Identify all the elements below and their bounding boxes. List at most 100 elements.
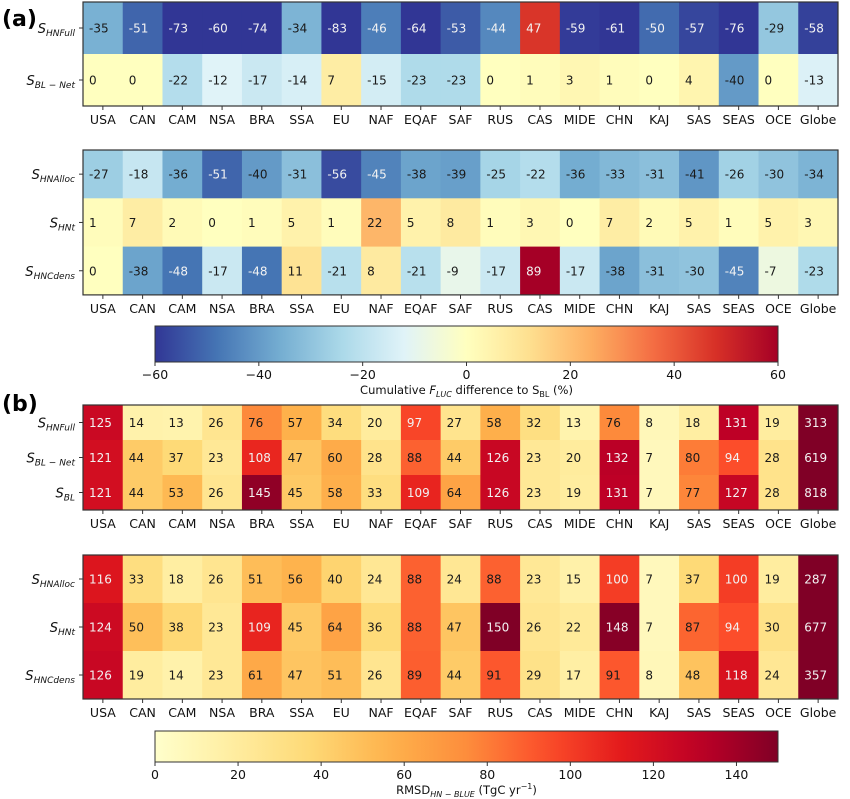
cell-value-label: 0 (566, 216, 574, 230)
x-tick-label: OCE (765, 705, 792, 720)
heatmap-cell (162, 555, 203, 604)
cell-value-label: 0 (765, 74, 773, 88)
cell-value-label: -83 (327, 22, 347, 36)
x-tick-label: BRA (249, 112, 275, 127)
x-tick-label: CAS (527, 705, 552, 720)
cell-value-label: 47 (288, 451, 303, 465)
x-tick-label: NSA (209, 705, 236, 720)
cell-value-label: 124 (89, 621, 112, 635)
cell-value-label: 24 (447, 573, 462, 587)
x-tick-label: SAS (687, 301, 712, 316)
heatmap-cell (281, 651, 322, 700)
heatmap-cell (599, 440, 640, 476)
colorbar-1: 0 20 40 60 80 100 120 140 RMSDHN − BLUE (TgC yr−… (151, 730, 779, 799)
cell-value-label: 51 (327, 669, 342, 683)
cell-value-label: -22 (168, 74, 188, 88)
heatmap-cell (520, 440, 561, 476)
cell-value-label: 44 (129, 486, 144, 500)
cell-value-label: 91 (486, 669, 501, 683)
heatmap-cell (241, 150, 283, 199)
cell-value-label: 32 (526, 416, 541, 430)
cell-value-label: -30 (765, 168, 785, 182)
cell-value-label: 18 (168, 573, 183, 587)
cell-value-label: -15 (367, 74, 387, 88)
x-tick-label: NSA (209, 516, 236, 531)
heatmap-cell (361, 475, 402, 511)
heatmap-cell (361, 246, 402, 296)
cell-value-label: 1 (606, 74, 614, 88)
heatmap-cell (162, 651, 203, 700)
x-tick-label: CAN (129, 301, 156, 316)
heatmap-cell (679, 555, 720, 604)
x-tick-label: EU (333, 516, 350, 531)
heatmap-cell (798, 555, 839, 604)
heatmap-cell (440, 440, 481, 476)
cell-value-label: 51 (248, 573, 263, 587)
heatmap-cell (202, 405, 243, 441)
cell-value-label: 61 (248, 669, 263, 683)
cell-value-label: 677 (804, 621, 827, 635)
heatmap-cell (798, 475, 839, 511)
cell-value-label: -25 (486, 168, 506, 182)
x-tick-label: SAS (687, 705, 712, 720)
cell-value-label: -17 (486, 264, 506, 278)
row-label: SHNFull (38, 417, 76, 434)
cell-value-label: 89 (526, 264, 541, 278)
x-tick-label: CHN (606, 301, 633, 316)
x-tick-label: SSA (289, 112, 314, 127)
cell-value-label: 131 (725, 416, 748, 430)
heatmap-cell (758, 475, 799, 511)
heatmap-cell (400, 440, 442, 476)
x-tick-label: OCE (765, 516, 792, 531)
heatmap-cell (559, 54, 601, 107)
heatmap-cell (400, 198, 442, 248)
cell-value-label: 7 (645, 486, 653, 500)
cell-value-label: -12 (208, 74, 228, 88)
cell-value-label: -17 (566, 264, 586, 278)
cell-value-label: -36 (168, 168, 188, 182)
cell-value-label: 30 (765, 621, 780, 635)
colorbar-tick-label: 140 (725, 767, 749, 782)
x-tick-label: Globe (800, 705, 837, 720)
cell-value-label: 76 (248, 416, 263, 430)
heatmap-cell (440, 246, 481, 296)
cell-value-label: 45 (288, 486, 303, 500)
x-tick-label: CAS (527, 112, 552, 127)
cell-value-label: 287 (804, 573, 827, 587)
x-tick-label: SSA (289, 705, 314, 720)
cell-value-label: 3 (804, 216, 812, 230)
heatmap-cell (281, 475, 322, 511)
row-label: SHNFull (38, 22, 76, 39)
cell-value-label: 127 (725, 486, 748, 500)
x-tick-label: CHN (606, 516, 633, 531)
cell-value-label: 22 (566, 621, 581, 635)
cell-value-label: 50 (129, 621, 144, 635)
cell-value-label: 619 (804, 451, 827, 465)
cell-value-label: 26 (208, 416, 223, 430)
heatmap-cell (520, 603, 561, 652)
x-tick-label: SEAS (722, 301, 754, 316)
heatmap-cell (83, 475, 124, 511)
heatmap-cell (83, 2, 124, 55)
heatmap-cell (559, 440, 601, 476)
heatmap-cell (599, 603, 640, 652)
cell-value-label: 125 (89, 416, 112, 430)
heatmap-cell (480, 475, 521, 511)
heatmap-cell (321, 555, 362, 604)
x-tick-label: USA (90, 516, 116, 531)
heatmap-cell (361, 2, 402, 55)
heatmap-cell (758, 555, 799, 604)
cell-value-label: 0 (89, 264, 97, 278)
heatmap-cell (599, 54, 640, 107)
x-tick-label: SAS (687, 516, 712, 531)
heatmap-cell (241, 651, 283, 700)
cell-value-label: 91 (606, 669, 621, 683)
heatmap-cell (202, 2, 243, 55)
heatmap-cell (480, 555, 521, 604)
cell-value-label: 26 (208, 573, 223, 587)
cell-value-label: 97 (407, 416, 422, 430)
x-tick-label: CAS (527, 516, 552, 531)
heatmap-cell (400, 555, 442, 604)
cell-value-label: 38 (168, 621, 183, 635)
cell-value-label: 37 (685, 573, 700, 587)
